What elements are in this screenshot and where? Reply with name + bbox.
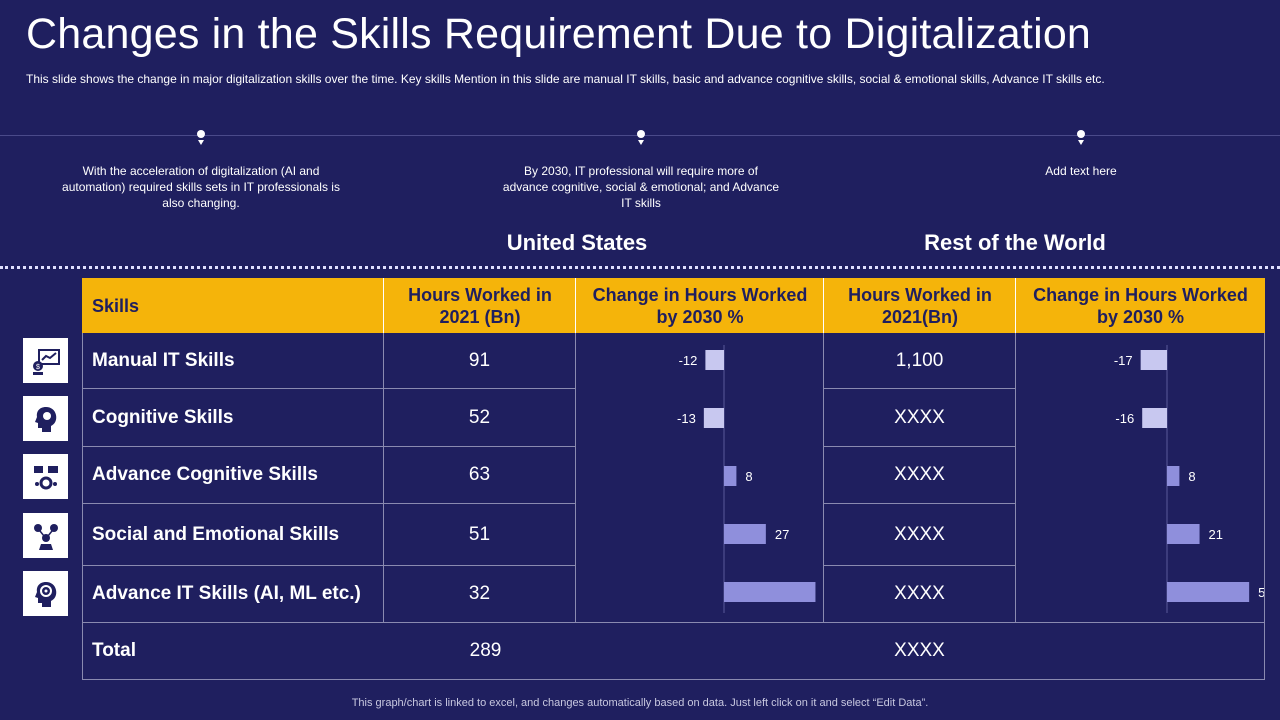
- total-us-hours: 289: [469, 640, 502, 661]
- region-title-row: Rest of the World: [924, 230, 1106, 255]
- header-skills: Skills: [82, 278, 384, 333]
- us-change-bar-label: 8: [745, 469, 752, 484]
- us-hours-value: 63: [468, 464, 491, 485]
- header-us-change: Change in Hours Worked by 2030 %: [576, 278, 824, 333]
- finance-chart-icon: $: [23, 338, 68, 383]
- timeline-marker-2: [636, 130, 646, 145]
- timeline-marker-1: [196, 130, 206, 145]
- timeline-note-3: Add text here: [1045, 164, 1117, 178]
- row-change-bar-label: -17: [1114, 353, 1133, 368]
- us-hours-value: 51: [468, 523, 491, 545]
- grid-line: [823, 333, 824, 623]
- row-change-chart: -17 -16 8 21 53: [1114, 345, 1264, 613]
- us-change-bar-label: -12: [679, 353, 698, 368]
- row-change-bar: [1167, 466, 1180, 486]
- cognitive-screen-icon: [23, 454, 68, 499]
- skill-name: Cognitive Skills: [92, 406, 234, 428]
- row-change-bar: [1167, 524, 1200, 544]
- grid-line: [82, 622, 1265, 623]
- grid-line: [82, 503, 575, 504]
- grid-line: [575, 333, 576, 623]
- us-hours-value: 91: [468, 349, 491, 371]
- header-divider: [1015, 278, 1016, 333]
- grid-line: [1264, 333, 1265, 680]
- header-row-change: Change in Hours Worked by 2030 %: [1016, 278, 1265, 333]
- page-title: Changes in the Skills Requirement Due to…: [26, 10, 1092, 58]
- section-divider: [0, 266, 1280, 269]
- grid-line: [1015, 333, 1016, 623]
- header-row-hours: Hours Worked in 2021(Bn): [824, 278, 1016, 333]
- us-change-bar: [724, 524, 766, 544]
- row-change-bar-label: 8: [1188, 469, 1195, 484]
- row-change-bar: [1167, 582, 1250, 602]
- us-hours-value: 32: [468, 583, 491, 604]
- row-hours-value: XXXX: [894, 464, 945, 485]
- us-change-bar: [724, 582, 816, 602]
- row-change-bar: [1140, 350, 1167, 370]
- grid-line: [823, 565, 1015, 566]
- total-row-hours: XXXX: [894, 640, 945, 661]
- region-title-us: United States: [506, 230, 648, 255]
- total-label: Total: [92, 640, 136, 661]
- us-change-bar-label: 27: [775, 527, 789, 542]
- svg-text:$: $: [36, 364, 40, 371]
- row-change-bar-label: 21: [1209, 527, 1223, 542]
- timeline-note-2: By 2030, IT professional will require mo…: [502, 164, 780, 210]
- row-change-bar: [1142, 408, 1167, 428]
- timeline-note-1: With the acceleration of digitalization …: [62, 164, 340, 210]
- us-change-bar-label: -13: [677, 411, 696, 426]
- grid-line: [823, 388, 1015, 389]
- skill-name: Social and Emotional Skills: [92, 523, 340, 545]
- page-subtitle: This slide shows the change in major dig…: [26, 72, 1105, 86]
- grid-line: [823, 503, 1015, 504]
- us-change-bar: [724, 466, 737, 486]
- head-brain-icon: [23, 396, 68, 441]
- row-hours-value: XXXX: [894, 406, 945, 428]
- grid-line: [82, 679, 1265, 680]
- grid-line: [823, 446, 1015, 447]
- grid-line: [82, 446, 575, 447]
- row-change-bar-label: -16: [1115, 411, 1134, 426]
- us-hours-value: 52: [468, 406, 491, 428]
- us-change-bar: [705, 350, 724, 370]
- header-divider: [383, 278, 384, 333]
- skills-table: Skills Hours Worked in 2021 (Bn) Change …: [82, 278, 1265, 680]
- row-hours-value: XXXX: [894, 583, 945, 604]
- skill-name: Advance IT Skills (AI, ML etc.): [92, 583, 361, 604]
- grid-line: [82, 333, 83, 680]
- skill-name: Advance Cognitive Skills: [92, 464, 318, 485]
- grid-line: [82, 565, 575, 566]
- grid-line: [383, 333, 384, 623]
- row-hours-value: 1,100: [895, 349, 944, 371]
- header-divider: [575, 278, 576, 333]
- ai-head-icon: [23, 571, 68, 616]
- header-us-hours: Hours Worked in 2021 (Bn): [384, 278, 576, 333]
- skill-name: Manual IT Skills: [92, 349, 235, 371]
- timeline-marker-3: [1076, 130, 1086, 145]
- us-change-bar: [703, 408, 724, 428]
- row-hours-value: XXXX: [894, 523, 945, 545]
- footer-note: This graph/chart is linked to excel, and…: [351, 697, 929, 709]
- social-people-icon: [23, 513, 68, 558]
- us-change-chart: -12-1382759: [677, 345, 816, 613]
- row-change-bar-label: 53: [1258, 585, 1264, 600]
- grid-line: [82, 388, 575, 389]
- header-divider: [823, 278, 824, 333]
